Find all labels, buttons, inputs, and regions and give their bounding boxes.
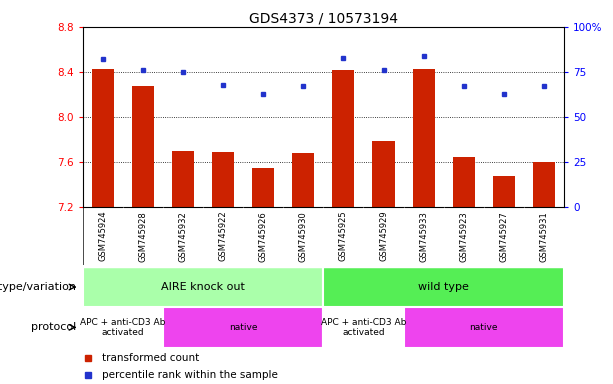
- Text: GSM745926: GSM745926: [259, 211, 268, 262]
- Text: native: native: [229, 323, 257, 332]
- Text: genotype/variation: genotype/variation: [0, 282, 77, 292]
- Bar: [324, 267, 564, 307]
- Bar: [83, 307, 163, 348]
- Title: GDS4373 / 10573194: GDS4373 / 10573194: [249, 12, 398, 26]
- Text: APC + anti-CD3 Ab
activated: APC + anti-CD3 Ab activated: [80, 318, 166, 337]
- Text: transformed count: transformed count: [102, 353, 199, 363]
- Bar: [373, 141, 395, 207]
- Bar: [83, 267, 324, 307]
- Text: GSM745923: GSM745923: [459, 211, 468, 262]
- Text: GSM745933: GSM745933: [419, 211, 428, 262]
- Text: GSM745932: GSM745932: [178, 211, 188, 262]
- Bar: [92, 69, 114, 207]
- Bar: [212, 152, 234, 207]
- Text: GSM745927: GSM745927: [500, 211, 508, 262]
- Text: GSM745925: GSM745925: [339, 211, 348, 262]
- Text: GSM745922: GSM745922: [219, 211, 227, 262]
- Bar: [332, 70, 354, 207]
- Text: APC + anti-CD3 Ab
activated: APC + anti-CD3 Ab activated: [321, 318, 406, 337]
- Text: GSM745924: GSM745924: [98, 211, 107, 262]
- Text: GSM745931: GSM745931: [539, 211, 549, 262]
- Text: wild type: wild type: [418, 282, 469, 292]
- Text: GSM745929: GSM745929: [379, 211, 388, 262]
- Bar: [324, 307, 403, 348]
- Bar: [493, 176, 515, 207]
- Text: GSM745930: GSM745930: [299, 211, 308, 262]
- Bar: [533, 162, 555, 207]
- Bar: [292, 153, 314, 207]
- Bar: [132, 86, 154, 207]
- Text: percentile rank within the sample: percentile rank within the sample: [102, 370, 278, 381]
- Text: native: native: [470, 323, 498, 332]
- Bar: [413, 69, 435, 207]
- Text: AIRE knock out: AIRE knock out: [161, 282, 245, 292]
- Bar: [452, 157, 474, 207]
- Bar: [172, 151, 194, 207]
- Text: protocol: protocol: [31, 322, 77, 333]
- Bar: [403, 307, 564, 348]
- Text: GSM745928: GSM745928: [139, 211, 147, 262]
- Bar: [163, 307, 324, 348]
- Bar: [252, 168, 274, 207]
